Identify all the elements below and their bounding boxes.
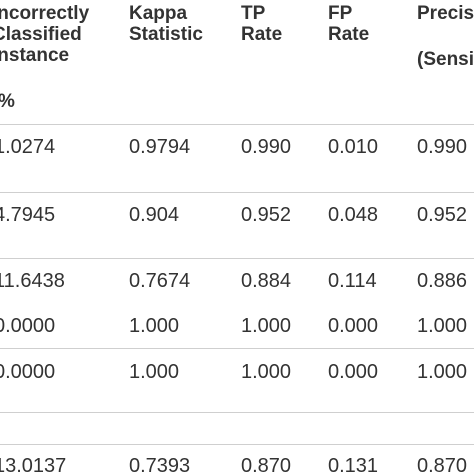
- cell-fp-rate: 0.131: [328, 455, 379, 474]
- cell-tp-rate: 0.990: [241, 136, 292, 158]
- row-divider: [0, 444, 474, 445]
- header-kappa-statistic: Kappa Statistic: [129, 3, 203, 45]
- header-line: Rate: [241, 24, 283, 45]
- header-line: Kappa: [129, 3, 188, 24]
- cell-incorrect-pct: 0.0000: [0, 361, 56, 383]
- header-precision: Precis: [417, 3, 474, 24]
- row-divider: [0, 192, 474, 193]
- cell-fp-rate: 0.048: [328, 204, 379, 226]
- header-line: TP: [241, 3, 266, 24]
- cell-fp-rate: 0.000: [328, 361, 379, 383]
- cell-tp-rate: 1.000: [241, 361, 292, 383]
- header-line: Incorrectly: [0, 3, 90, 24]
- cell-kappa: 1.000: [129, 361, 180, 383]
- cell-kappa: 0.904: [129, 204, 180, 226]
- header-line: Precis: [417, 3, 474, 24]
- cell-incorrect-pct: 11.6438: [0, 270, 65, 292]
- header-tp-rate: TP Rate: [241, 3, 282, 45]
- cell-precision: 0.870: [417, 455, 468, 474]
- header-sensitivity: (Sensi: [417, 49, 474, 70]
- cell-incorrect-pct: 4.7945: [0, 204, 56, 226]
- cell-kappa: 0.9794: [129, 136, 191, 158]
- header-line: Rate: [328, 24, 370, 45]
- cell-fp-rate: 0.010: [328, 136, 379, 158]
- cell-kappa: 1.000: [129, 315, 180, 337]
- cell-precision: 0.990: [417, 136, 468, 158]
- cell-kappa: 0.7674: [129, 270, 191, 292]
- row-divider: [0, 412, 474, 413]
- cell-incorrect-pct: 1.0274: [0, 136, 56, 158]
- cell-fp-rate: 0.000: [328, 315, 379, 337]
- header-incorrectly-classified: Incorrectly Classified Instance: [0, 3, 89, 66]
- cell-tp-rate: 0.870: [241, 455, 292, 474]
- cell-precision: 1.000: [417, 315, 468, 337]
- header-line: Classified: [0, 24, 82, 45]
- header-line: Statistic: [129, 24, 203, 45]
- row-divider: [0, 348, 474, 349]
- cell-tp-rate: 0.952: [241, 204, 292, 226]
- header-unit: %: [0, 91, 15, 112]
- cell-precision: 1.000: [417, 361, 468, 383]
- row-divider: [0, 124, 474, 125]
- cell-kappa: 0.7393: [129, 455, 191, 474]
- header-fp-rate: FP Rate: [328, 3, 369, 45]
- cell-fp-rate: 0.114: [328, 270, 377, 292]
- cell-tp-rate: 1.000: [241, 315, 292, 337]
- cell-precision: 0.886: [417, 270, 468, 292]
- cell-incorrect-pct: 0.0000: [0, 315, 56, 337]
- row-divider: [0, 258, 474, 259]
- header-line: Instance: [0, 45, 70, 66]
- cell-tp-rate: 0.884: [241, 270, 292, 292]
- cell-precision: 0.952: [417, 204, 468, 226]
- cell-incorrect-pct: 13.0137: [0, 455, 67, 474]
- header-line: FP: [328, 3, 353, 24]
